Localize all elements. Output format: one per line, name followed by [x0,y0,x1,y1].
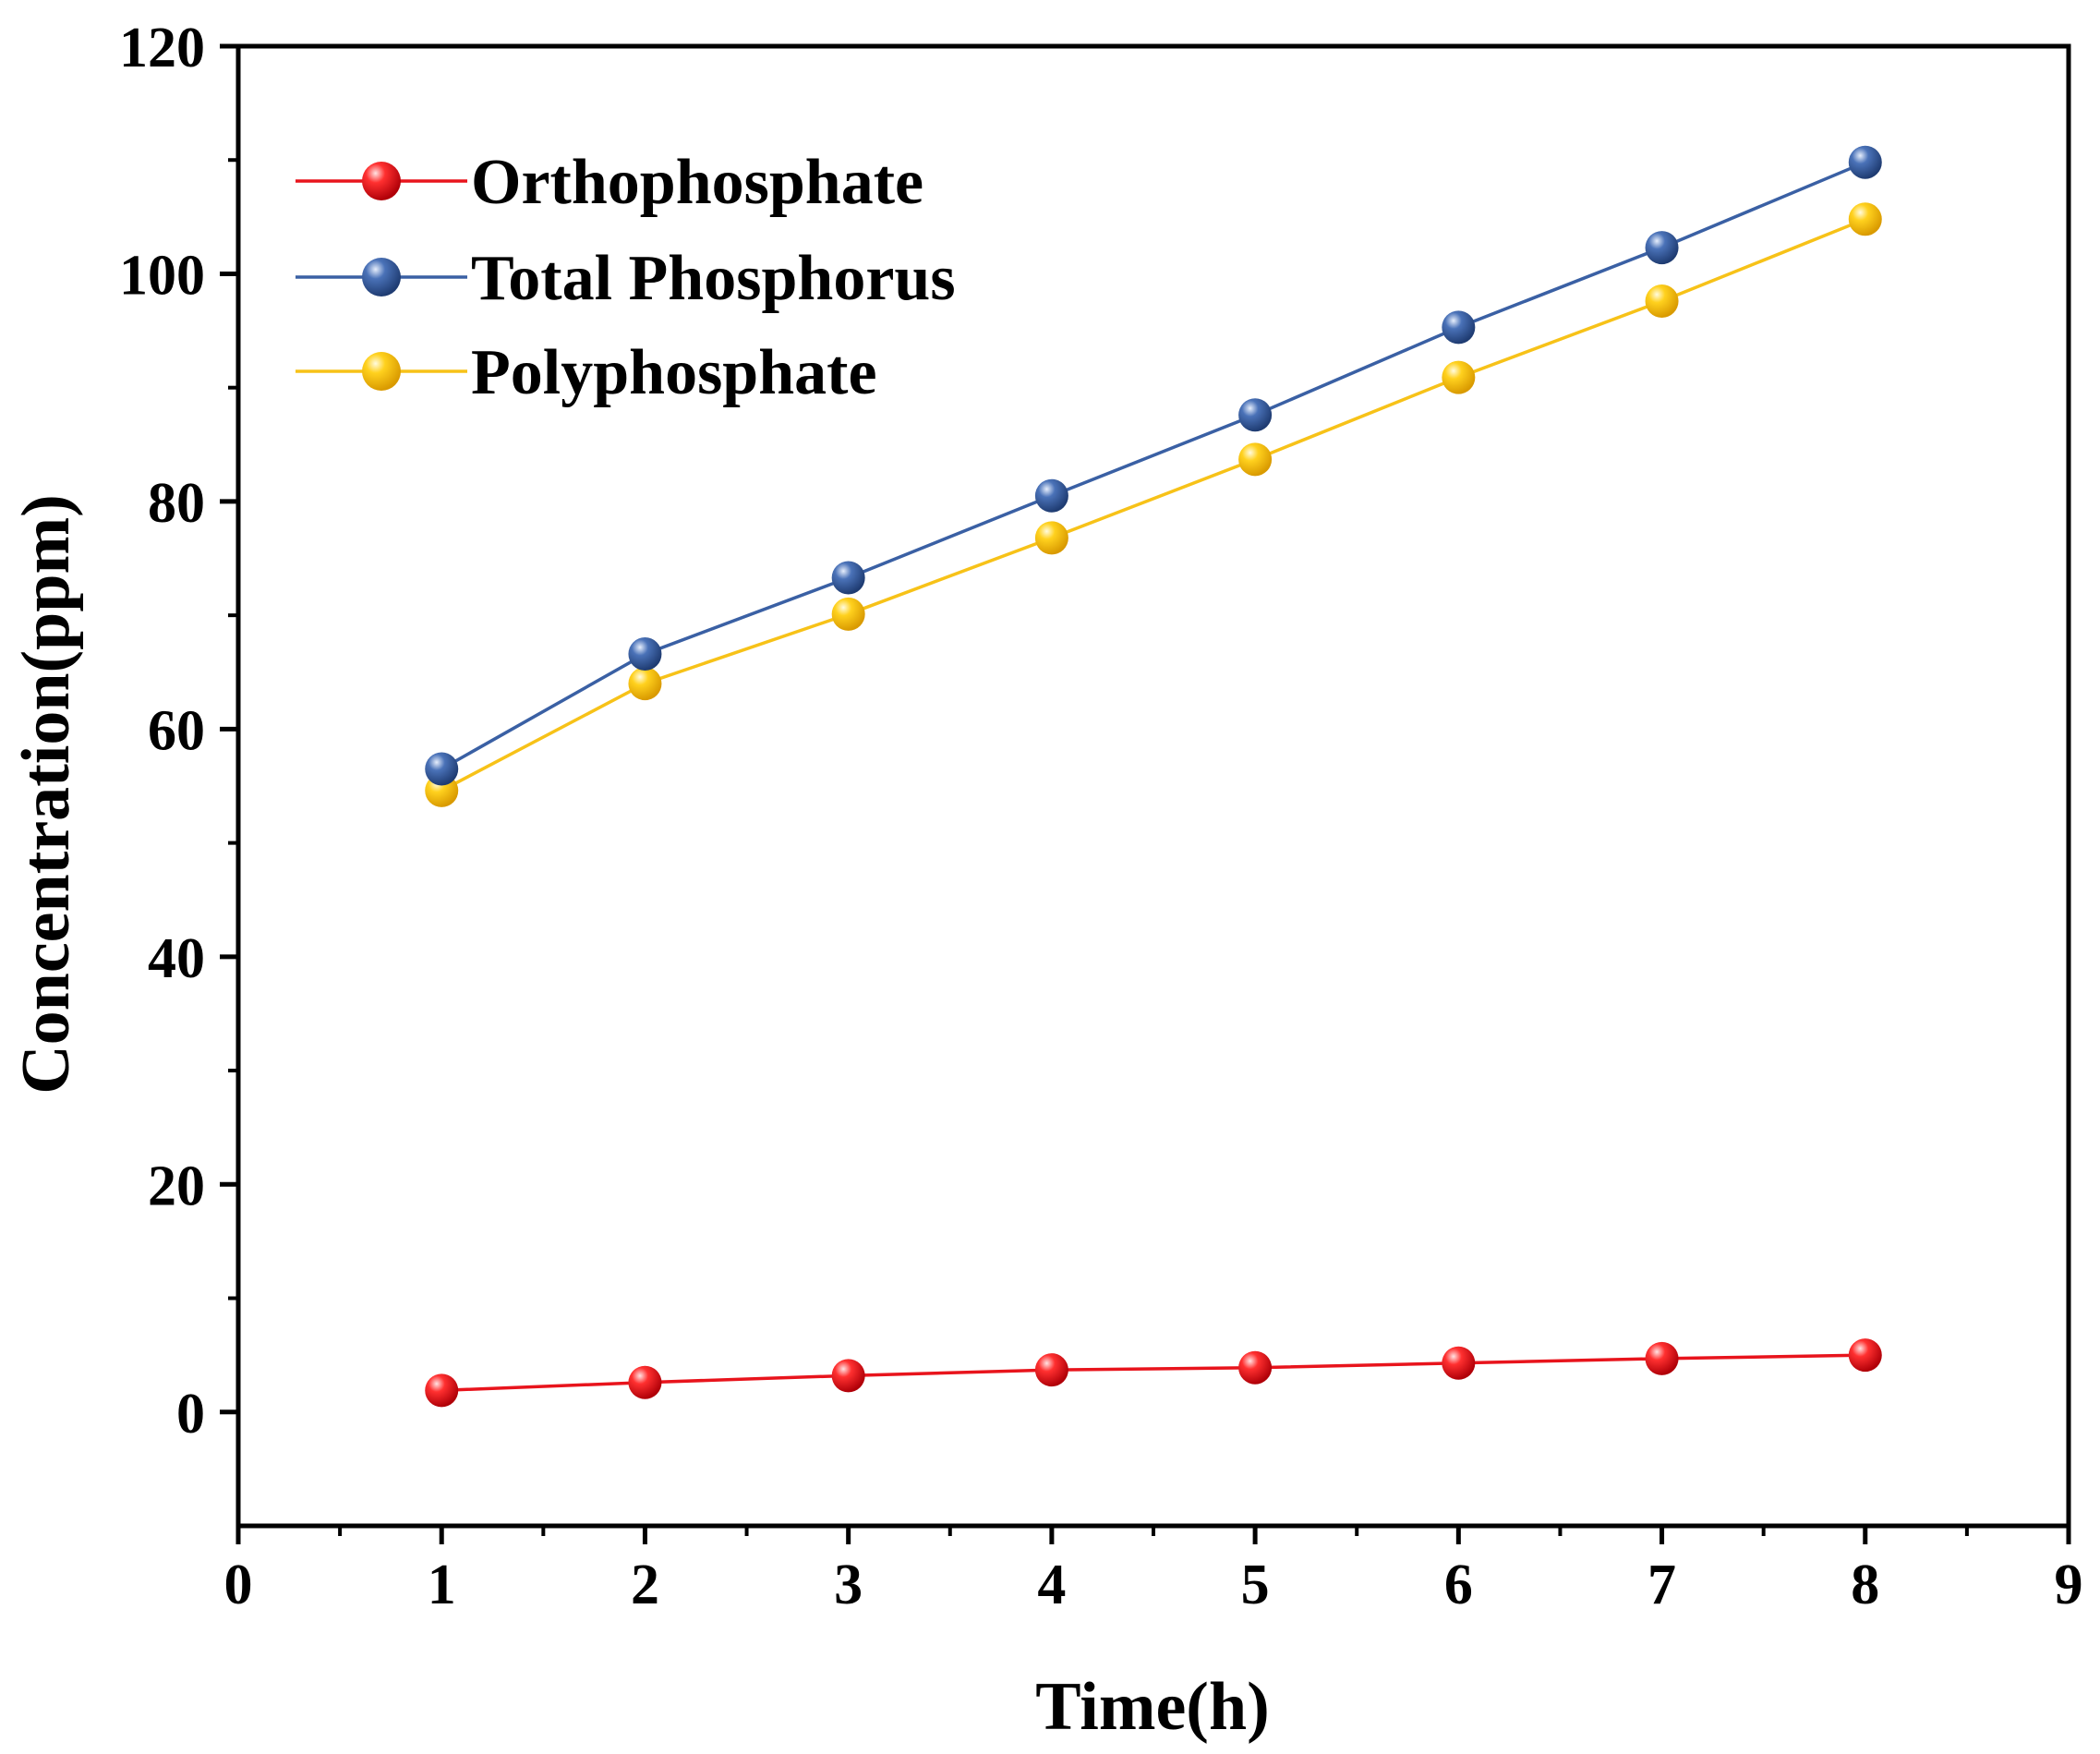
data-point [1238,398,1273,432]
legend-item: Total Phosphorus [296,243,956,314]
data-point [1848,202,1882,236]
x-tick-label: 6 [1444,1554,1473,1616]
series-line [441,161,1866,771]
data-point [1238,1350,1273,1385]
x-tick-label: 9 [2055,1554,2083,1616]
data-point [425,752,459,786]
y-tick-label: 120 [119,17,205,79]
x-tick-label: 8 [1851,1554,1879,1616]
x-tick-label: 3 [834,1554,863,1616]
series-layer [425,145,1882,1408]
legend: Orthophosphate Total Phosphorus Polyphosph… [296,147,956,408]
data-point [1034,478,1068,513]
y-tick-label: 60 [148,699,205,762]
x-tick-label: 4 [1037,1554,1066,1616]
legend-label: Polyphosphate [471,337,877,408]
data-point [1645,1341,1679,1375]
data-point [628,667,662,701]
data-point [1034,1353,1068,1387]
legend-marker [362,258,401,296]
x-tick-label: 7 [1647,1554,1676,1616]
series-line [441,217,1866,792]
data-point [831,561,865,595]
data-point [628,1365,662,1399]
data-point [425,1373,459,1408]
x-tick-label: 5 [1241,1554,1270,1616]
series-polyphosphate [425,202,1882,807]
legend-item: Orthophosphate [296,147,923,218]
data-point [1034,521,1068,555]
data-point [1848,145,1882,179]
data-point [1645,231,1679,265]
x-axis-title: Time(h) [1035,1669,1270,1745]
y-tick-label: 40 [148,927,205,990]
legend-marker [362,162,401,200]
y-axis-title: Concentration(ppm) [8,494,84,1095]
series-orthophosphate [425,1338,1882,1408]
ticks-layer: 0 1 2 3 4 5 6 7 8 9 0 20 40 60 80 100 120 [119,17,2083,1616]
legend-item: Polyphosphate [296,337,877,408]
y-tick-label: 100 [119,244,205,307]
x-tick-label: 0 [224,1554,253,1616]
series-line [441,1353,1865,1393]
y-tick-label: 80 [148,472,205,535]
data-point [1442,310,1476,345]
legend-label: Orthophosphate [471,147,923,218]
y-tick-label: 20 [148,1155,205,1217]
data-point [1442,1346,1476,1380]
data-point [1848,1338,1882,1373]
series-total-phosphorus [425,145,1882,786]
y-tick-label: 0 [176,1383,205,1446]
data-point [1442,360,1476,394]
data-point [831,597,865,631]
x-tick-label: 2 [631,1554,659,1616]
x-tick-label: 1 [428,1554,456,1616]
legend-marker [362,352,401,391]
data-point [831,1359,865,1393]
legend-label: Total Phosphorus [471,243,956,314]
data-point [628,637,662,671]
data-point [1238,442,1273,477]
data-point [1645,284,1679,319]
